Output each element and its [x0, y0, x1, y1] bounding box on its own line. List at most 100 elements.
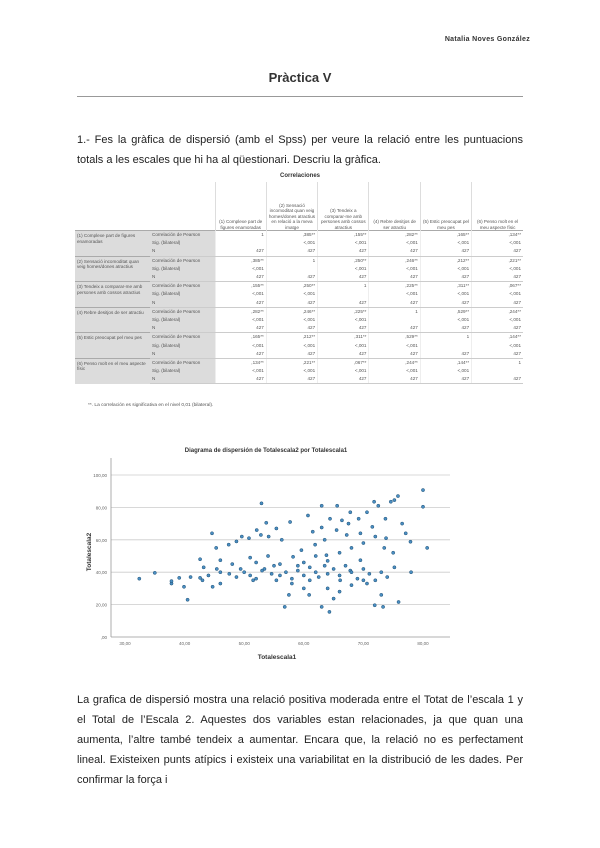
data-point: [361, 541, 366, 545]
table-cell: <,001: [419, 264, 472, 273]
row-label: (3) Tendeix a comparar-me amb persones a…: [75, 281, 150, 308]
data-point: [295, 568, 300, 573]
table-cell: ,165**: [419, 230, 472, 240]
stat-label: Sig. (bilateral): [150, 290, 215, 299]
data-point: [306, 513, 310, 518]
table-cell: <,001: [419, 315, 472, 325]
data-point: [218, 570, 223, 575]
table-cell: <,001: [471, 341, 523, 350]
data-point: [227, 571, 232, 576]
data-point: [200, 578, 205, 583]
table-cell: ,529**: [419, 306, 472, 316]
data-point: [248, 573, 253, 578]
data-point: [337, 550, 342, 555]
table-cell: <,001: [317, 264, 369, 273]
data-point: [373, 534, 378, 539]
table-cell: <,001: [317, 341, 369, 350]
table-row: Sig. (bilateral) <,001 <,001 <,001 <,001 <,00…: [75, 315, 523, 325]
data-point: [177, 576, 182, 580]
data-point: [266, 554, 270, 558]
data-point: [279, 537, 284, 542]
data-point: [188, 575, 193, 579]
table-cell: <,001: [265, 315, 318, 325]
data-point: [421, 504, 425, 509]
table-cell: ,385**: [214, 255, 267, 265]
row-label: (6) Penso molt en el meu aspecte físic: [75, 357, 150, 384]
data-point: [242, 570, 247, 575]
stat-label: Correlación de Pearson: [150, 230, 215, 240]
data-point: [307, 565, 312, 570]
table-row: Sig. (bilateral) <,001 <,001 <,001 <,001 <,00…: [75, 264, 523, 273]
data-point: [278, 562, 282, 566]
data-point: [358, 558, 363, 563]
column-header: (3) Tendeix a comparar-me amb persones a…: [317, 182, 369, 231]
data-point: [327, 610, 332, 614]
title-divider: [77, 96, 523, 97]
table-cell: 1: [368, 306, 421, 316]
stat-label: Sig. (bilateral): [150, 315, 215, 325]
data-point: [201, 565, 206, 570]
data-point: [343, 563, 348, 568]
data-point: [349, 570, 354, 575]
table-cell: <,001: [419, 239, 472, 248]
data-point: [291, 554, 295, 559]
data-point: [328, 516, 332, 521]
stat-label: Correlación de Pearson: [150, 255, 215, 265]
data-point: [313, 570, 318, 575]
y-tick-label: 40,00: [96, 570, 108, 575]
y-tick-label: ,00: [101, 635, 108, 640]
data-point: [335, 503, 340, 508]
column-header: (4) Rebre desitjos de ser atractiu: [368, 182, 421, 231]
data-point: [260, 568, 264, 573]
table-row: (1) Complexe part de figures enamoradas C…: [75, 230, 523, 257]
table-cell: ,134**: [214, 357, 267, 367]
data-point: [254, 528, 259, 532]
table-cell: ,212**: [265, 332, 318, 342]
data-point: [290, 576, 294, 581]
table-cell: <,001: [368, 264, 421, 273]
data-point: [182, 584, 186, 589]
data-point: [264, 520, 269, 525]
data-point: [319, 503, 324, 508]
data-point: [331, 567, 336, 571]
table-cell: ,250**: [317, 255, 369, 265]
table-header-row: (1) Complexe part de figures enamoradas …: [75, 182, 523, 231]
data-point: [367, 571, 372, 576]
stat-label: Correlación de Pearson: [150, 306, 215, 316]
data-point: [325, 586, 330, 591]
table-cell: 1: [214, 230, 267, 240]
stat-label: Sig. (bilateral): [150, 239, 215, 248]
table-cell: 427: [317, 375, 369, 385]
data-point: [295, 563, 300, 568]
data-point: [355, 576, 360, 581]
table-cell: 427: [368, 375, 421, 385]
data-point: [346, 521, 351, 526]
table-cell: 1: [265, 255, 318, 265]
stat-label: Sig. (bilateral): [150, 367, 215, 376]
table-cell: 1: [471, 357, 523, 367]
y-tick-label: 20,00: [96, 603, 108, 608]
table-cell: ,250**: [265, 281, 318, 291]
data-point: [210, 531, 214, 536]
table-row: (2) Sensació incomoditat quan veig homes…: [75, 255, 523, 282]
x-tick-label: 40,00: [179, 641, 191, 646]
table-row: Sig. (bilateral) <,001 <,001 <,001 <,001 <,00…: [75, 341, 523, 350]
data-point: [287, 593, 291, 597]
data-point: [299, 548, 304, 553]
data-point: [361, 578, 366, 583]
data-point: [290, 581, 294, 586]
table-cell: ,067**: [471, 281, 523, 291]
data-point: [272, 563, 276, 568]
data-point: [210, 584, 215, 589]
table-cell: 1: [419, 332, 472, 342]
data-point: [313, 554, 318, 558]
data-point: [376, 503, 381, 508]
x-tick-label: 60,00: [298, 641, 310, 646]
data-point: [334, 528, 339, 532]
data-point: [247, 536, 251, 541]
table-cell: ,067**: [317, 357, 369, 367]
data-point: [361, 567, 366, 571]
table-cell: <,001: [419, 367, 472, 376]
data-point: [137, 576, 142, 581]
data-point: [316, 575, 321, 579]
